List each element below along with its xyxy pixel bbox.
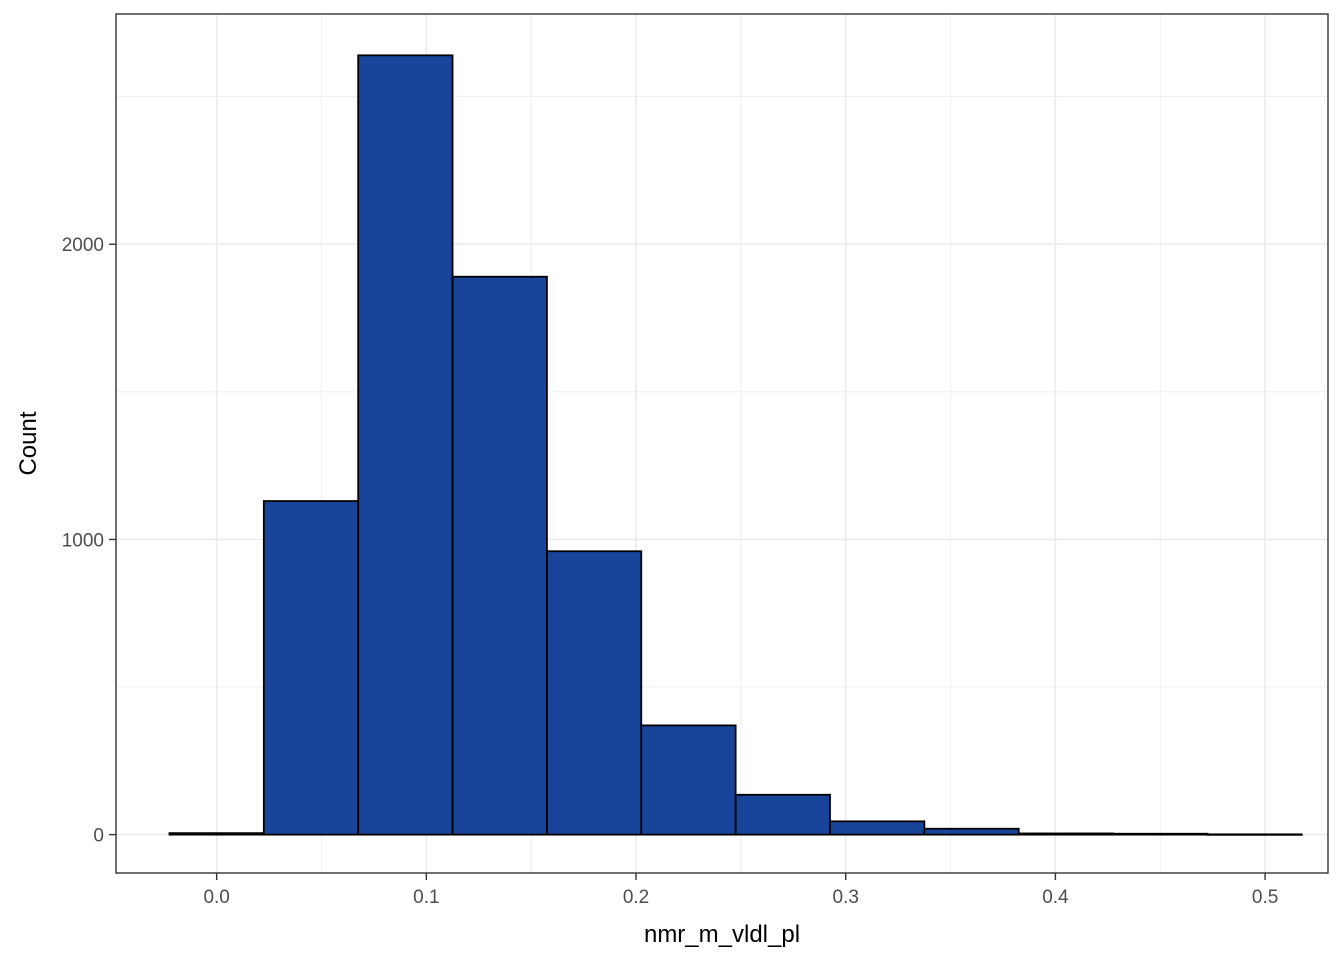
y-axis: 0 1000 2000 bbox=[62, 235, 116, 847]
x-tick-label: 0.1 bbox=[413, 887, 439, 908]
histogram-bar bbox=[734, 793, 831, 836]
histogram-bar bbox=[262, 500, 360, 836]
x-tick-label: 0.5 bbox=[1252, 887, 1278, 908]
panel-border bbox=[115, 13, 1329, 874]
histogram-bars bbox=[168, 54, 1303, 836]
x-tick-label: 0.3 bbox=[833, 887, 859, 908]
histogram-bar bbox=[168, 832, 265, 836]
histogram-bar bbox=[357, 54, 454, 836]
y-axis-title: Count bbox=[15, 411, 42, 475]
y-tick-label: 1000 bbox=[62, 530, 104, 551]
histogram-bar bbox=[546, 550, 643, 836]
x-axis: 0.0 0.1 0.2 0.3 0.4 0.5 bbox=[203, 873, 1278, 908]
y-tick-label: 2000 bbox=[62, 235, 104, 256]
histogram-bar bbox=[829, 820, 926, 836]
histogram-bar bbox=[923, 827, 1020, 836]
histogram-bar bbox=[640, 724, 737, 836]
x-tick-label: 0.4 bbox=[1042, 887, 1069, 908]
histogram-bar bbox=[451, 275, 548, 836]
histogram-bar bbox=[1112, 832, 1209, 836]
x-tick-label: 0.0 bbox=[203, 887, 229, 908]
x-axis-title: nmr_m_vldl_pl bbox=[644, 921, 800, 948]
x-tick-label: 0.2 bbox=[623, 887, 649, 908]
histogram-bar bbox=[1206, 833, 1303, 836]
y-tick-label: 0 bbox=[93, 826, 104, 847]
histogram-bar bbox=[1017, 832, 1114, 836]
